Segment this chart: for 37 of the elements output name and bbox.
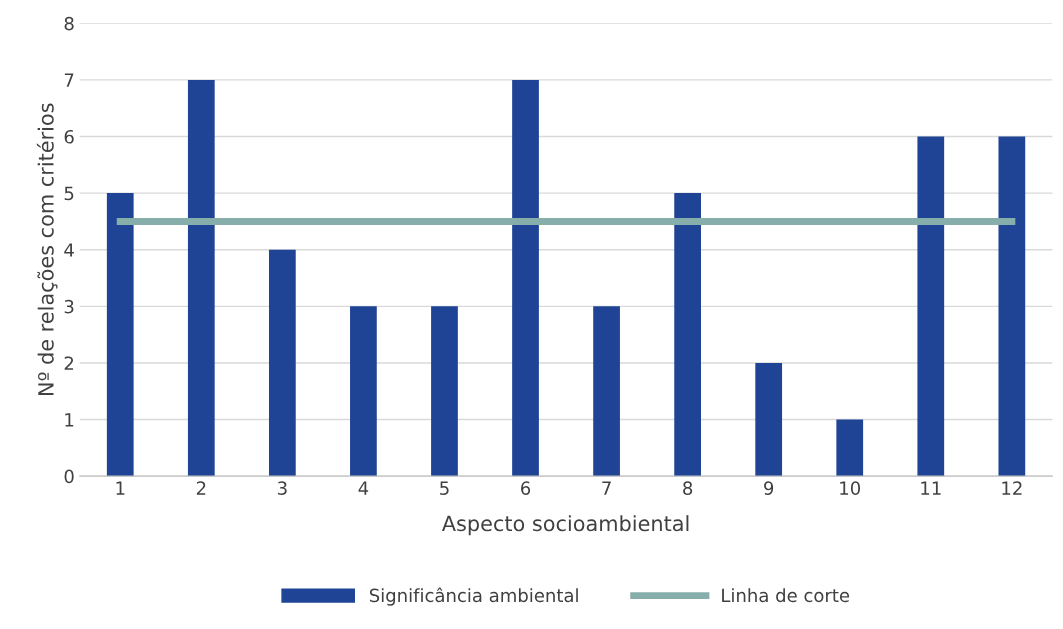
bar (187, 79, 215, 477)
bar (268, 249, 296, 477)
x-tick-label: 6 (521, 481, 531, 495)
x-tick-label: 4 (358, 481, 369, 495)
bar (836, 419, 864, 477)
x-tick-label: 1 (116, 481, 125, 495)
x-tick-label: 12 (1002, 481, 1022, 495)
bar (755, 362, 783, 477)
x-tick-label: 3 (277, 481, 287, 495)
bar (917, 136, 945, 477)
y-tick-label: 7 (64, 73, 74, 87)
bar (998, 136, 1026, 477)
y-tick-label: 6 (64, 129, 74, 144)
x-tick-label: 10 (840, 481, 861, 495)
bar (106, 193, 134, 477)
y-tick-label: 2 (64, 356, 74, 370)
legend-label: Linha de corte (722, 588, 850, 603)
x-tick-label: 5 (440, 481, 449, 495)
x-tick-label: 7 (602, 481, 611, 495)
x-tick-label: 9 (764, 481, 774, 495)
bar (431, 306, 458, 477)
y-axis-title: Nº de relações com critérios (36, 103, 58, 395)
x-tick-label: 2 (196, 481, 206, 495)
y-tick-label: 1 (65, 413, 74, 427)
y-tick-label: 0 (64, 469, 74, 484)
x-tick-label: 8 (683, 481, 693, 495)
y-tick-label: 4 (64, 243, 74, 257)
y-tick-label: 3 (64, 299, 74, 314)
x-tick-label: 11 (921, 481, 941, 495)
legend-label: Significância ambiental (369, 587, 578, 606)
bar (350, 306, 377, 477)
y-tick-label: 5 (64, 186, 74, 201)
x-axis-title: Aspecto socioambiental (441, 515, 689, 536)
bar (512, 79, 539, 477)
y-tick-label: 8 (64, 16, 74, 31)
bar (593, 306, 620, 477)
bar (674, 193, 701, 477)
